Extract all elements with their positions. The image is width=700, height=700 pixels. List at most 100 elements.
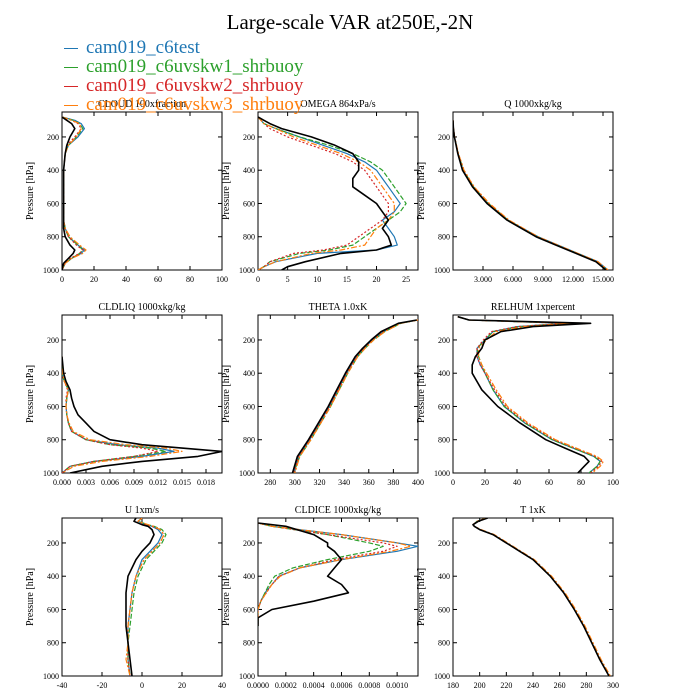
x-tick-label: 0.0000 <box>247 681 269 690</box>
x-tick-label: 280 <box>580 681 592 690</box>
x-tick-label: 60 <box>545 478 553 487</box>
y-tick-label: 1000 <box>239 672 255 681</box>
plot-frame <box>452 111 614 271</box>
x-tick-label: 0.0010 <box>386 681 408 690</box>
y-tick-label: 600 <box>243 402 255 411</box>
series-line <box>125 518 165 676</box>
y-tick-label: 400 <box>47 166 59 175</box>
y-tick-label: 400 <box>47 369 59 378</box>
x-tick-label: 0.006 <box>101 478 119 487</box>
y-tick-label: 200 <box>438 133 450 142</box>
y-tick-label: 1000 <box>43 672 59 681</box>
legend-swatch <box>64 105 78 107</box>
y-axis-label: Pressure [hPa] <box>416 568 427 626</box>
series-line <box>457 316 605 473</box>
series-line-obs <box>62 116 76 270</box>
y-axis-label: Pressure [hPa] <box>25 568 36 626</box>
x-tick-label: 0.009 <box>125 478 143 487</box>
x-tick-label: 10 <box>313 275 321 284</box>
series-line <box>258 522 412 627</box>
x-tick-label: 240 <box>527 681 539 690</box>
y-tick-label: 800 <box>47 639 59 648</box>
y-tick-label: 400 <box>438 166 450 175</box>
y-axis-label: Pressure [hPa] <box>25 365 36 423</box>
y-tick-label: 1000 <box>43 266 59 275</box>
legend: cam019_c6test cam019_c6uvskw1_shrbuoy ca… <box>64 38 303 114</box>
plot-frame <box>452 517 614 677</box>
x-tick-label: 0 <box>60 275 64 284</box>
x-tick-label: 6.000 <box>504 275 522 284</box>
series-line <box>472 518 610 676</box>
y-tick-label: 1000 <box>434 469 450 478</box>
series-line <box>258 116 395 270</box>
y-tick-label: 800 <box>438 639 450 648</box>
panel-title: U 1xm/s <box>125 505 159 516</box>
series-line <box>258 522 418 627</box>
legend-entry: cam019_c6test <box>64 38 303 57</box>
y-tick-label: 200 <box>243 336 255 345</box>
y-axis-label: Pressure [hPa] <box>25 162 36 220</box>
panel-title: T 1xK <box>520 505 546 516</box>
x-tick-label: 0.0008 <box>358 681 380 690</box>
legend-entry: cam019_c6uvskw2_shrbuoy <box>64 76 303 95</box>
x-tick-label: -40 <box>57 681 68 690</box>
y-tick-label: 1000 <box>43 469 59 478</box>
y-axis-label: Pressure [hPa] <box>416 365 427 423</box>
y-tick-label: 600 <box>243 199 255 208</box>
y-tick-label: 400 <box>243 369 255 378</box>
x-tick-label: 0 <box>451 478 455 487</box>
y-axis-label: Pressure [hPa] <box>221 365 232 423</box>
x-tick-label: 0.015 <box>173 478 191 487</box>
legend-label: cam019_c6test <box>86 37 200 58</box>
series-line <box>472 518 611 676</box>
series-line <box>258 116 401 270</box>
series-line <box>62 116 87 270</box>
legend-swatch <box>64 67 78 69</box>
x-tick-label: -20 <box>97 681 108 690</box>
x-tick-label: 220 <box>500 681 512 690</box>
series-line <box>258 116 407 270</box>
x-tick-label: 0 <box>140 681 144 690</box>
panel-title: RELHUM 1xpercent <box>491 302 575 313</box>
x-tick-label: 0.0002 <box>275 681 297 690</box>
x-tick-label: 180 <box>447 681 459 690</box>
series-line-obs <box>62 356 222 473</box>
plot-frame <box>257 517 419 677</box>
panel: THETA 1.0xK Pressure [hPa] 200 400 600 800 100… <box>221 302 424 487</box>
y-axis-label: Pressure [hPa] <box>221 162 232 220</box>
x-tick-label: 300 <box>289 478 301 487</box>
series-line <box>457 316 603 473</box>
x-tick-label: 20 <box>90 275 98 284</box>
x-tick-label: 20 <box>373 275 381 284</box>
x-tick-label: 0 <box>256 275 260 284</box>
x-tick-label: 3.000 <box>474 275 492 284</box>
x-tick-label: 200 <box>474 681 486 690</box>
series-line <box>472 518 610 676</box>
y-tick-label: 800 <box>47 436 59 445</box>
panel: CLDICE 1000xkg/kg Pressure [hPa] 200 400 600… <box>221 505 419 690</box>
x-tick-label: 340 <box>338 478 350 487</box>
series-line <box>293 319 418 473</box>
series-line-obs <box>472 518 610 676</box>
x-tick-label: 0.0004 <box>303 681 325 690</box>
y-tick-label: 600 <box>47 605 59 614</box>
y-axis-label: Pressure [hPa] <box>221 568 232 626</box>
y-tick-label: 800 <box>243 436 255 445</box>
series-line-obs <box>125 518 155 676</box>
series-line <box>258 116 389 270</box>
panel-title: CLOUD 100xfraction <box>98 99 186 110</box>
y-tick-label: 800 <box>438 233 450 242</box>
y-tick-label: 1000 <box>434 672 450 681</box>
y-tick-label: 1000 <box>239 469 255 478</box>
legend-label: cam019_c6uvskw3_shrbuoy <box>86 94 304 115</box>
y-tick-label: 600 <box>243 605 255 614</box>
x-tick-label: 40 <box>513 478 521 487</box>
series-line-obs <box>457 315 592 473</box>
panel-title: Q 1000xkg/kg <box>504 99 562 110</box>
panel-title: CLDLIQ 1000xkg/kg <box>99 302 186 313</box>
x-tick-label: 100 <box>216 275 228 284</box>
